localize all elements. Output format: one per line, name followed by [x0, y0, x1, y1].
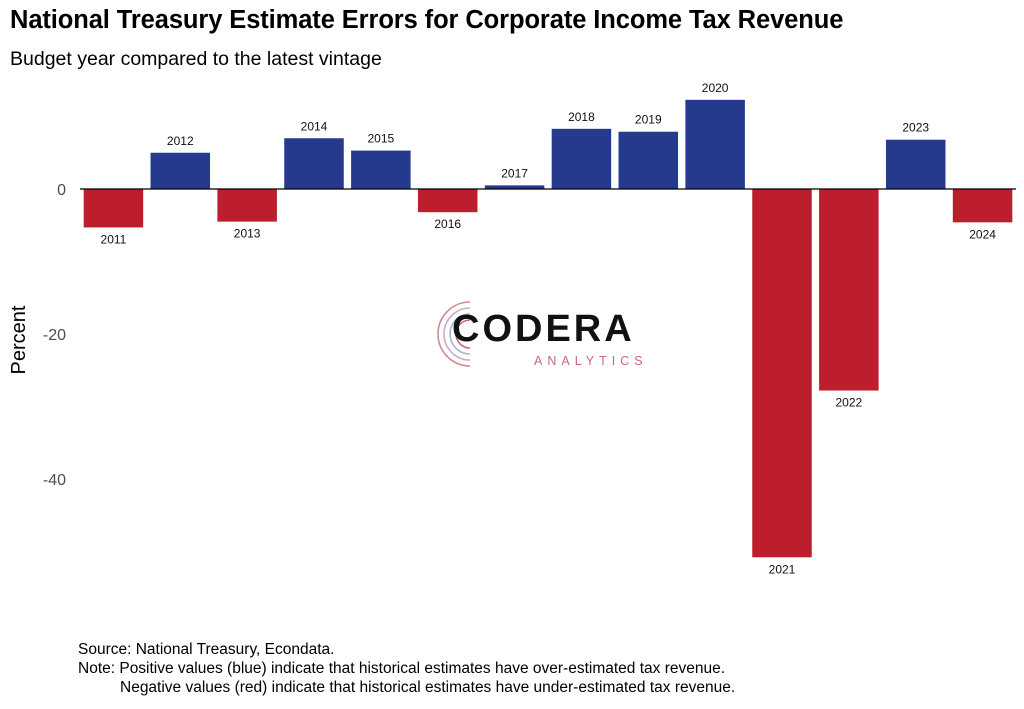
bar-label-2019: 2019 [635, 113, 662, 127]
bar-2019 [618, 131, 679, 189]
bar-2014 [284, 138, 344, 189]
chart-footnotes: Source: National Treasury, Econdata. Not… [78, 640, 735, 697]
bar-2020 [685, 99, 745, 189]
bar-label-2013: 2013 [234, 227, 261, 241]
bar-2015 [351, 150, 411, 189]
y-tick-label: 0 [57, 182, 66, 199]
bar-2017 [484, 185, 545, 189]
bar-2013 [217, 189, 277, 222]
y-tick-label: -40 [43, 472, 66, 489]
bar-label-2020: 2020 [702, 81, 729, 95]
chart-title: National Treasury Estimate Errors for Co… [10, 6, 844, 34]
bar-2023 [885, 139, 946, 189]
bar-label-2023: 2023 [902, 121, 929, 135]
bar-2018 [551, 128, 612, 189]
bar-label-2015: 2015 [368, 132, 395, 146]
bar-2012 [150, 152, 211, 189]
logo-subtext: ANALYTICS [534, 354, 648, 368]
bar-label-2018: 2018 [568, 110, 595, 124]
bar-label-2017: 2017 [501, 166, 528, 180]
bar-label-2012: 2012 [167, 134, 194, 148]
bar-label-2021: 2021 [769, 562, 796, 576]
y-tick-label: -20 [43, 327, 66, 344]
watermark-logo: CODERA ANALYTICS [430, 296, 650, 376]
bar-label-2024: 2024 [969, 227, 996, 241]
source-note: Source: National Treasury, Econdata. [78, 641, 335, 658]
bar-2021 [752, 189, 812, 558]
chart-subtitle: Budget year compared to the latest vinta… [10, 48, 382, 70]
y-axis-label: Percent [8, 305, 30, 374]
y-axis: 0 -20 -40 [43, 182, 66, 489]
bar-label-2014: 2014 [301, 119, 328, 133]
logo-mark-icon [437, 301, 471, 367]
bar-labels-layer: 2011 2012 2013 2014 2015 2016 2017 2018 2019 2020… [101, 81, 997, 576]
bars-layer [83, 99, 1013, 558]
logo-wordmark: CODERA [452, 308, 635, 350]
bar-2011 [83, 189, 144, 228]
note-line-1: Note: Positive values (blue) indicate th… [78, 660, 726, 677]
bar-label-2022: 2022 [836, 396, 863, 410]
bar-2022 [819, 189, 879, 391]
bar-2016 [417, 189, 478, 213]
bar-2024 [952, 189, 1013, 223]
bar-label-2016: 2016 [434, 217, 461, 231]
note-line-2: Negative values (red) indicate that hist… [120, 679, 736, 696]
bar-label-2011: 2011 [101, 232, 127, 246]
